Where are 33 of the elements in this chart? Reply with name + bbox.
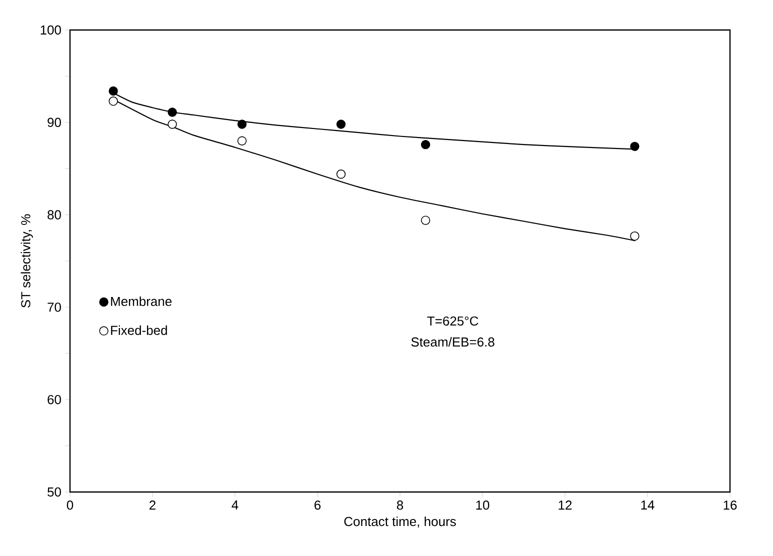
annotation: T=625°C [427, 316, 478, 326]
y-tick-label: 70 [48, 302, 61, 312]
y-tick-label: 90 [48, 118, 61, 127]
x-tick-label: 16 [724, 500, 737, 510]
y-axis-title: ST selectivity, % [20, 214, 33, 308]
y-tick-label: 80 [48, 210, 61, 220]
x-tick-label: 12 [558, 500, 572, 510]
annotation: Steam/EB=6.8 [411, 337, 494, 347]
x-tick-label: 4 [232, 500, 238, 510]
legend-label: Fixed-bed [111, 325, 167, 335]
x-tick-label: 2 [150, 500, 156, 510]
y-tick-label: 60 [48, 394, 61, 404]
point [108, 86, 118, 96]
point [630, 231, 640, 241]
x-axis-title: Contact time, hours [344, 516, 456, 528]
x-tick-label: 6 [314, 500, 321, 510]
x-tick-label: 10 [476, 500, 490, 510]
point [630, 142, 640, 152]
point [420, 140, 430, 150]
x-tick-label: 0 [66, 500, 74, 510]
point [168, 108, 177, 117]
point [336, 170, 346, 179]
point [336, 120, 346, 129]
point [108, 96, 118, 106]
y-tick-label: 50 [48, 487, 61, 497]
legend-label: Membrane [111, 296, 172, 306]
y-tick-label: 100 [40, 25, 61, 35]
point [237, 120, 247, 129]
point [420, 216, 430, 225]
point [237, 136, 247, 146]
x-tick-label: 8 [396, 500, 404, 510]
x-tick-label: 14 [641, 500, 654, 510]
point [168, 120, 177, 129]
